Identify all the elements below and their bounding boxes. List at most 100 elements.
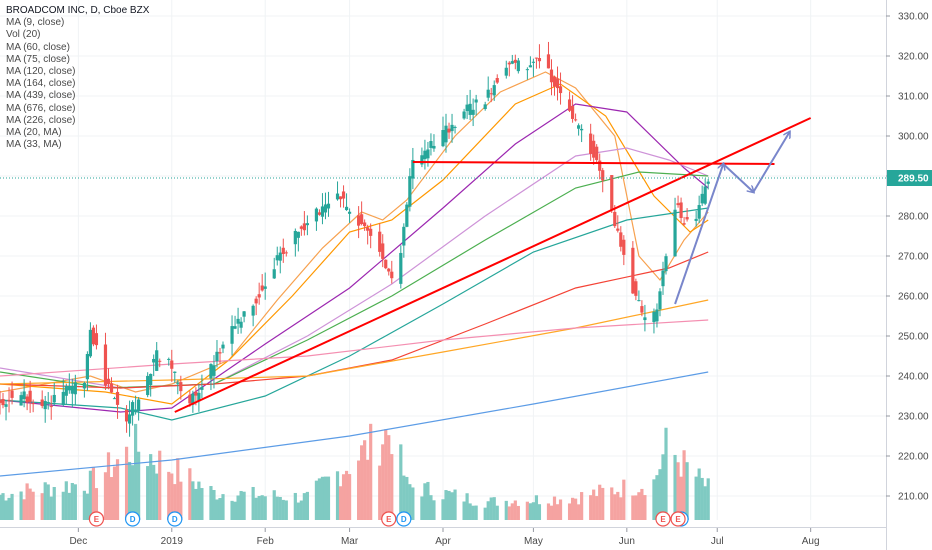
volume-bar: [254, 497, 258, 520]
candle-body: [546, 54, 551, 69]
indicator-label[interactable]: MA (33, MA): [6, 139, 62, 151]
volume-bar: [278, 496, 282, 520]
y-tick-label: 240.00: [898, 372, 929, 383]
candle-body: [673, 209, 677, 257]
symbol-title[interactable]: BROADCOM INC, D, Cboe BZX: [6, 5, 150, 16]
candle-body: [73, 382, 77, 395]
candle-body: [293, 230, 297, 245]
volume-bar: [558, 499, 563, 520]
event-badge-label: E: [386, 515, 392, 524]
volume-bar: [40, 493, 44, 520]
indicator-label[interactable]: MA (676, close): [6, 102, 76, 114]
indicator-label[interactable]: MA (439, close): [6, 90, 76, 102]
candle-body: [567, 99, 572, 111]
candle-body: [640, 306, 644, 313]
indicator-label[interactable]: MA (164, close): [6, 78, 76, 90]
price-axis-background: [886, 0, 932, 550]
moving-average-line: [0, 71, 709, 393]
volume-bar: [152, 464, 156, 520]
candle-body: [420, 155, 424, 165]
volume-bar: [124, 446, 129, 520]
candle-body: [462, 111, 466, 119]
candle-body: [167, 358, 171, 360]
candle-body: [124, 409, 129, 422]
candle-body: [200, 386, 204, 390]
candle-body: [534, 57, 539, 59]
candle-body: [263, 286, 267, 289]
moving-average-line: [0, 207, 709, 421]
volume-bar: [218, 498, 222, 520]
indicator-label[interactable]: MA (120, close): [6, 66, 76, 78]
candle-body: [610, 175, 614, 211]
volume-bar: [495, 505, 499, 520]
x-tick-label: May: [524, 536, 543, 547]
projection-arrow: [674, 164, 723, 305]
volume-bar: [525, 501, 529, 520]
volume-bar: [613, 494, 617, 520]
candle-body: [1, 398, 5, 406]
candle-body: [363, 222, 367, 227]
candle-body: [405, 204, 409, 227]
volume-bar: [173, 484, 177, 520]
candle-body: [679, 202, 683, 218]
dividend-badge: [396, 511, 412, 527]
indicator-label[interactable]: MA (60, close): [6, 41, 70, 53]
candle-body: [212, 365, 216, 376]
volume-bar: [589, 495, 593, 520]
candle-body: [685, 217, 689, 220]
indicator-label[interactable]: MA (20, MA): [6, 127, 62, 139]
volume-bar: [447, 490, 451, 520]
volume-bar: [366, 459, 370, 520]
candle-body: [558, 86, 563, 94]
volume-bar: [661, 454, 665, 520]
volume-bar: [567, 503, 572, 520]
candle-body: [236, 318, 240, 324]
volume-bar: [242, 491, 246, 520]
moving-average-line: [0, 103, 709, 413]
volume-bar: [149, 454, 153, 520]
candle-body: [61, 391, 65, 405]
volume-bar: [573, 498, 578, 520]
indicator-label[interactable]: MA (226, close): [6, 114, 76, 126]
indicator-label[interactable]: MA (75, close): [6, 53, 70, 65]
x-tick-label: Feb: [257, 536, 275, 547]
volume-bar: [176, 458, 180, 520]
candle-body: [314, 208, 319, 222]
candle-body: [326, 203, 331, 209]
candle-body: [601, 170, 605, 181]
volume-bar: [655, 475, 659, 520]
volume-bar: [420, 496, 424, 520]
candle-body: [67, 385, 71, 391]
volume-bar: [510, 503, 514, 520]
volume-bar: [390, 454, 394, 520]
indicator-label[interactable]: Vol (20): [6, 29, 41, 41]
volume-bar: [408, 484, 412, 520]
volume-bar: [4, 500, 8, 520]
candle-body: [305, 223, 309, 226]
volume-bar: [127, 461, 132, 520]
volume-bar: [504, 500, 508, 520]
candle-body: [531, 61, 536, 63]
moving-average-line: [0, 83, 709, 405]
candle-body: [347, 211, 352, 214]
volume-bar: [0, 494, 2, 520]
candle-body: [694, 218, 698, 221]
candle-body: [152, 358, 156, 363]
candle-body: [197, 392, 201, 402]
candle-body: [158, 360, 162, 362]
candle-body: [323, 204, 328, 213]
volume-bar: [634, 495, 638, 520]
volume-bar: [91, 466, 96, 520]
candle-body: [4, 404, 8, 407]
candle-body: [360, 214, 364, 224]
y-tick-label: 220.00: [898, 452, 929, 463]
volume-bar: [109, 477, 114, 520]
candle-body: [700, 193, 704, 204]
candle-body: [537, 58, 542, 62]
volume-bar: [471, 505, 475, 520]
candle-body: [598, 160, 602, 171]
y-tick-label: 250.00: [898, 332, 929, 343]
indicator-label[interactable]: MA (9, close): [6, 17, 65, 29]
candle-body: [275, 255, 279, 261]
